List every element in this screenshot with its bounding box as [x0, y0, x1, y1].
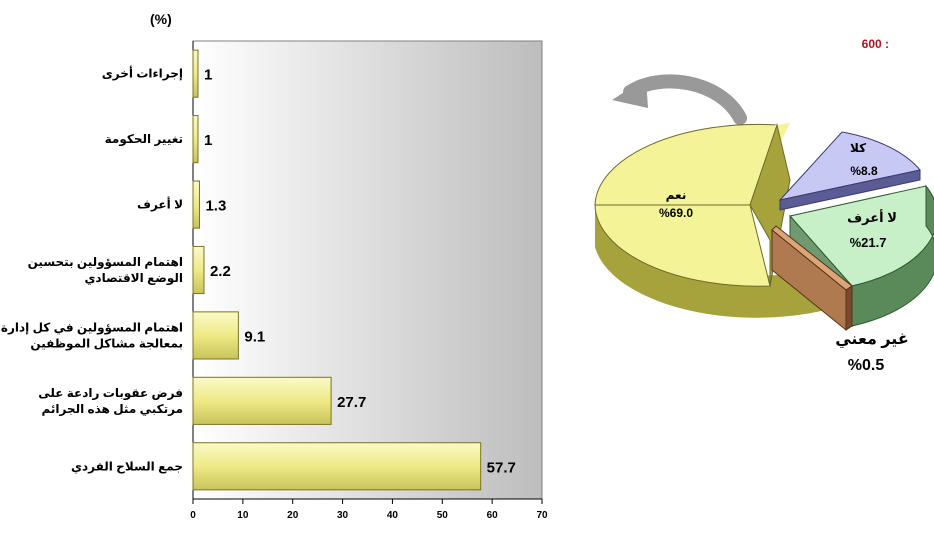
pie-slice-notconcerned-cut	[771, 228, 847, 332]
pie-value-yes: %69.0	[659, 206, 693, 220]
category-label: إجراءات أخرى	[102, 66, 183, 81]
unit-label: (%)	[150, 11, 172, 27]
category-label: جمع السلاح الفردي	[71, 459, 183, 473]
x-tick-label: 30	[337, 510, 349, 521]
pie-slice-dontknow-side	[851, 184, 934, 327]
bar-value-label: 27.7	[337, 394, 366, 411]
pie-value-notconcerned: %0.5	[848, 357, 885, 374]
category-label: بمعالجة مشاكل الموظفين	[30, 336, 183, 351]
bar-value-label: 2.2	[210, 263, 231, 280]
pie-slice-yes	[594, 204, 771, 287]
x-tick-label: 40	[387, 510, 399, 521]
x-tick-label: 60	[487, 510, 499, 521]
category-label: تغيير الحكومة	[105, 132, 183, 147]
pie-label-no: كلا	[850, 141, 866, 155]
x-tick-label: 70	[536, 510, 548, 521]
category-label: مرتكبي مثل هذه الجرائم	[41, 402, 183, 416]
bar	[192, 442, 482, 491]
x-tick-label: 0	[190, 510, 196, 521]
bar	[192, 376, 332, 425]
pie-label-notconcerned: غير معني	[835, 331, 909, 349]
bar	[192, 245, 205, 295]
pie-slice-notconcerned-side	[845, 285, 853, 331]
sample-label: 600 :	[862, 37, 889, 51]
pie-label-dontknow: لا أعرف	[847, 209, 897, 225]
x-tick-label: 20	[287, 510, 299, 521]
category-label: اهتمام المسؤولين بتحسين	[28, 255, 183, 270]
pie-slice-no	[778, 131, 921, 201]
pie-slice-no-side	[779, 169, 921, 211]
bar	[192, 311, 239, 360]
bar	[192, 115, 199, 164]
bar-value-label: 1	[204, 132, 212, 149]
bar-value-label: 1	[204, 67, 212, 84]
arrow-head-icon	[612, 78, 648, 108]
bar-value-label: 9.1	[244, 328, 265, 345]
x-tick-label: 50	[437, 510, 449, 521]
bar-value-label: 1.3	[205, 198, 226, 215]
pie-label-yes: نعم	[666, 188, 687, 202]
pie-value-dontknow: %21.7	[850, 235, 887, 250]
bar-value-label: 57.7	[487, 459, 516, 476]
x-tick-label: 10	[237, 510, 249, 521]
pie-value-no: %8.8	[850, 164, 878, 178]
bar	[192, 180, 200, 229]
bar	[192, 49, 199, 98]
category-label: اهتمام المسؤولين في كل إدارة	[1, 320, 183, 335]
category-label: فرض عقوبات رادعة على	[38, 386, 183, 401]
category-label: لا أعرف	[137, 197, 183, 212]
category-label: الوضع الاقتصادي	[84, 271, 183, 286]
pie-slice-yes-top-left	[594, 123, 778, 206]
